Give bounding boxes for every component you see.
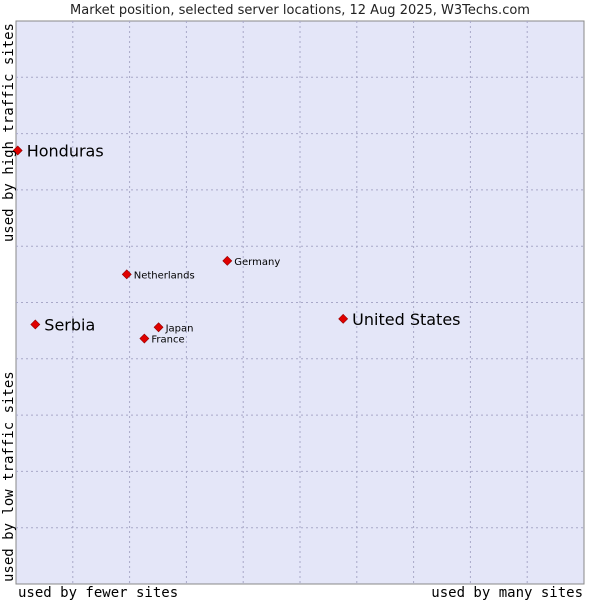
point-label-united-states: United States <box>352 310 460 329</box>
point-japan <box>153 322 164 333</box>
point-label-honduras: Honduras <box>27 141 104 160</box>
point-label-france: France <box>151 335 184 346</box>
point-france <box>139 333 150 344</box>
x-axis-label-left: used by fewer sites <box>18 585 178 600</box>
point-label-netherlands: Netherlands <box>134 270 195 281</box>
y-axis-label-bottom: used by low traffic sites <box>1 371 17 582</box>
grid-lines <box>16 21 584 584</box>
point-label-germany: Germany <box>234 257 280 268</box>
point-germany <box>222 255 233 266</box>
chart-title: Market position, selected server locatio… <box>70 3 530 18</box>
point-serbia <box>30 319 41 330</box>
point-united-states <box>338 313 349 324</box>
point-netherlands <box>121 269 132 280</box>
data-points: Honduras Germany Netherlands United States S… <box>12 141 461 346</box>
point-label-serbia: Serbia <box>44 315 95 334</box>
point-label-japan: Japan <box>165 323 194 334</box>
x-axis-label-right: used by many sites <box>431 585 583 600</box>
point-honduras <box>12 145 23 156</box>
y-axis-label-top: used by high traffic sites <box>1 23 17 242</box>
